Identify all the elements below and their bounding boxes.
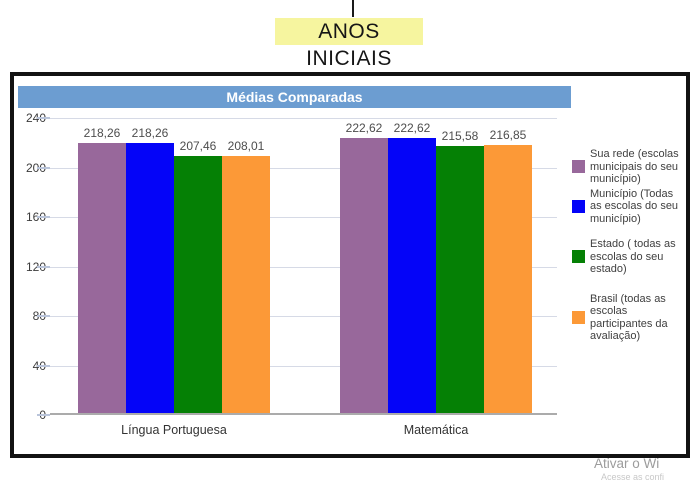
plot-area: 218,26 222,62 218,26 222,62 207,46 215,58 208,… [37,117,557,416]
axis-tick [37,265,50,268]
gridline [50,167,557,169]
axis-tick [37,166,50,169]
axis-tick [37,216,50,218]
activation-watermark-line2: Acesse as confi [601,472,665,482]
bar-value-label: 218,26 [131,125,169,140]
activation-watermark-line1: Ativar o Wi [594,456,660,471]
legend-item: Município (Todas as escolas do seu munic… [572,188,688,226]
gridline [50,365,557,367]
bar [78,142,126,413]
bar-value-label: 216,85 [489,127,527,142]
x-axis-label: Língua Portuguesa [121,423,227,437]
gridline [50,217,557,218]
bar [388,137,436,413]
bar-value-label: 215,58 [441,129,479,144]
bar [436,146,484,413]
legend-label: Município (Todas as escolas do seu munic… [590,187,679,225]
legend-label: Brasil (todas as escolas participantes d… [590,292,668,343]
gridline [50,118,557,119]
legend-item: Sua rede (escolas municipais do seu muni… [572,148,688,186]
axis-tick [37,414,50,416]
bar-value-label: 218,26 [83,125,121,140]
bar-value-label: 207,46 [179,139,217,154]
bar [340,137,388,413]
bar-value-label: 222,62 [345,120,383,135]
axis-tick [37,364,50,367]
legend-label: Estado ( todas as escolas do seu estado) [590,238,676,275]
bar [222,155,270,413]
legend-swatch [572,311,585,324]
legend-item: Brasil (todas as escolas participantes d… [572,293,688,343]
gridline [50,266,557,268]
chart-frame: Médias Comparadas 24020016012080400 218,… [10,72,690,458]
legend-swatch [572,160,585,174]
axis-tick [37,315,50,317]
bar [174,156,222,413]
bar [126,142,174,413]
legend-swatch [572,250,585,264]
legend-label: Sua rede (escolas municipais do seu muni… [590,148,679,185]
axis-tick [37,117,50,119]
legend-item: Estado ( todas as escolas do seu estado) [572,238,688,276]
y-axis-label: 160 [25,210,46,224]
legend: Sua rede (escolas municipais do seu muni… [572,148,688,343]
y-axis-label: 240 [25,111,46,125]
y-axis-label: 120 [25,259,46,274]
bar-value-label: 208,01 [227,138,265,153]
legend-swatch [572,199,585,213]
bar [484,144,532,413]
x-axis-label: Matemática [403,423,469,437]
chart-title: Médias Comparadas [18,86,571,108]
heading-connector-line [352,0,354,17]
bar-value-label: 222,62 [393,120,431,135]
gridline [50,316,557,317]
y-axis-label: 200 [25,160,46,175]
page-title: ANOS INICIAIS [275,18,423,70]
